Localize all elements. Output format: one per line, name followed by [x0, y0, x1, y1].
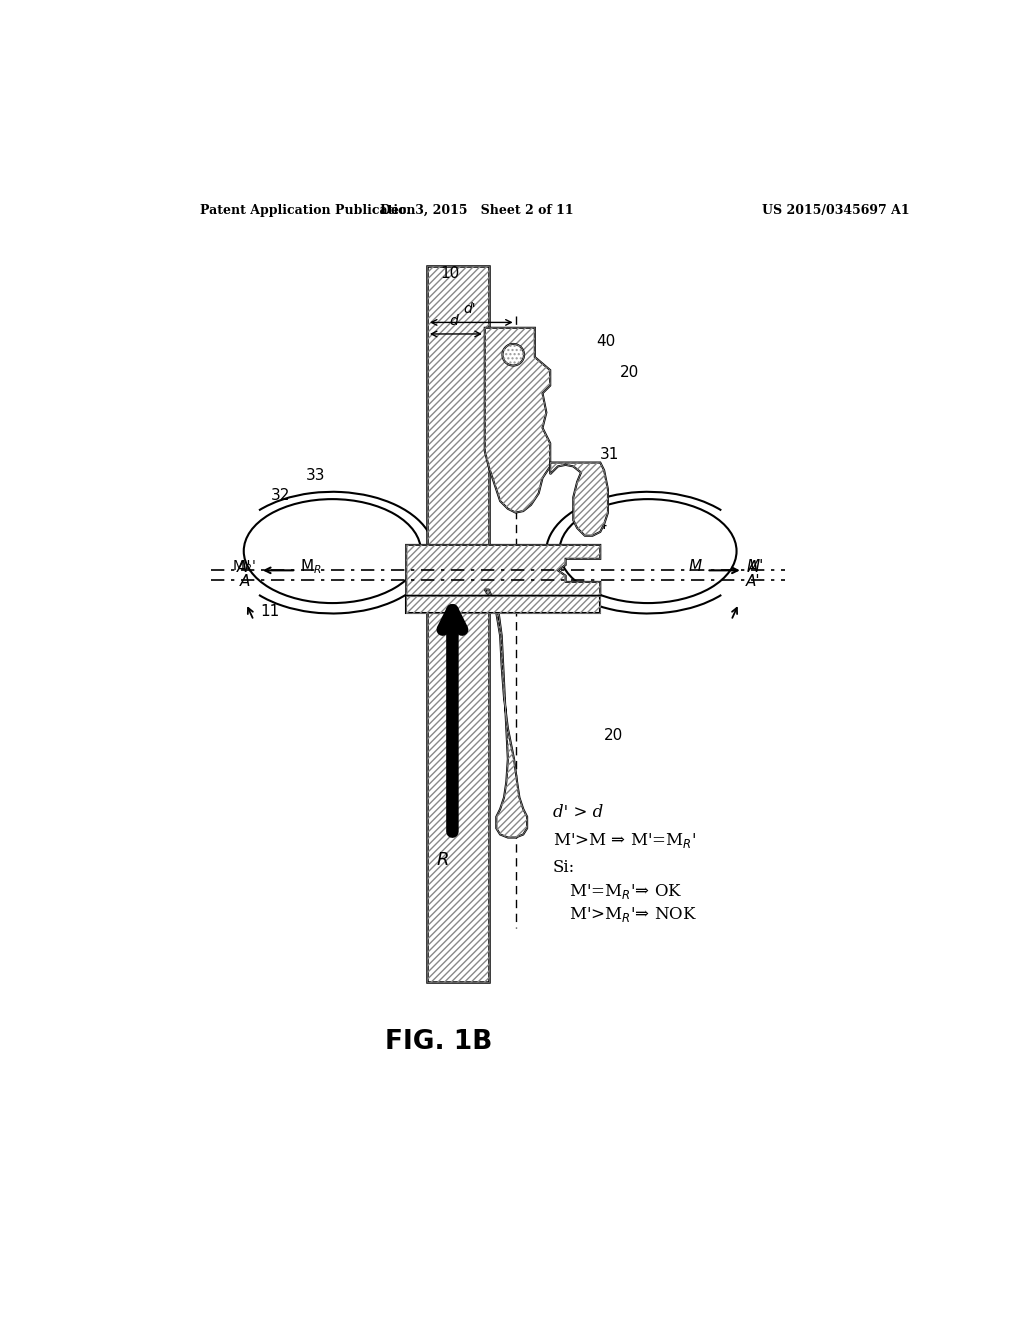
- Text: 34: 34: [589, 516, 608, 532]
- Text: d: d: [450, 314, 459, 327]
- Text: M': M': [746, 558, 764, 574]
- Text: Dec. 3, 2015   Sheet 2 of 11: Dec. 3, 2015 Sheet 2 of 11: [380, 205, 573, 218]
- Bar: [427, 267, 488, 982]
- Text: 40: 40: [596, 334, 615, 350]
- Text: M: M: [689, 558, 701, 574]
- Circle shape: [503, 345, 524, 366]
- Text: R: R: [436, 851, 449, 870]
- Text: US 2015/0345697 A1: US 2015/0345697 A1: [762, 205, 909, 218]
- Text: 33: 33: [306, 469, 326, 483]
- Polygon shape: [407, 595, 600, 612]
- Text: Patent Application Publication: Patent Application Publication: [200, 205, 416, 218]
- Text: 20: 20: [604, 729, 624, 743]
- Polygon shape: [484, 327, 550, 512]
- Text: M'>M ⇒ M'=M$_R$': M'>M ⇒ M'=M$_R$': [553, 832, 695, 850]
- Polygon shape: [550, 462, 608, 536]
- Text: d': d': [463, 302, 476, 317]
- Text: A': A': [238, 560, 252, 574]
- Text: T: T: [555, 553, 564, 568]
- Text: 11: 11: [260, 603, 280, 619]
- Text: d' > d: d' > d: [553, 804, 603, 821]
- Text: 20: 20: [620, 364, 639, 380]
- Polygon shape: [484, 590, 527, 837]
- Text: FIG. 1B: FIG. 1B: [385, 1030, 493, 1056]
- Text: 31: 31: [600, 447, 620, 462]
- Text: M'=M$_R$'⇒ OK: M'=M$_R$'⇒ OK: [569, 882, 683, 902]
- Text: A: A: [748, 560, 758, 574]
- Text: A': A': [745, 574, 760, 589]
- Bar: [427, 267, 488, 982]
- Text: A: A: [240, 574, 250, 589]
- Text: M$_R$: M$_R$: [300, 557, 322, 576]
- Text: 32: 32: [270, 488, 290, 503]
- Text: M'>M$_R$'⇒ NOK: M'>M$_R$'⇒ NOK: [569, 906, 697, 924]
- Text: M$_R$': M$_R$': [232, 558, 256, 574]
- Text: Si:: Si:: [553, 859, 574, 876]
- Text: 10: 10: [440, 267, 460, 281]
- Polygon shape: [407, 545, 600, 595]
